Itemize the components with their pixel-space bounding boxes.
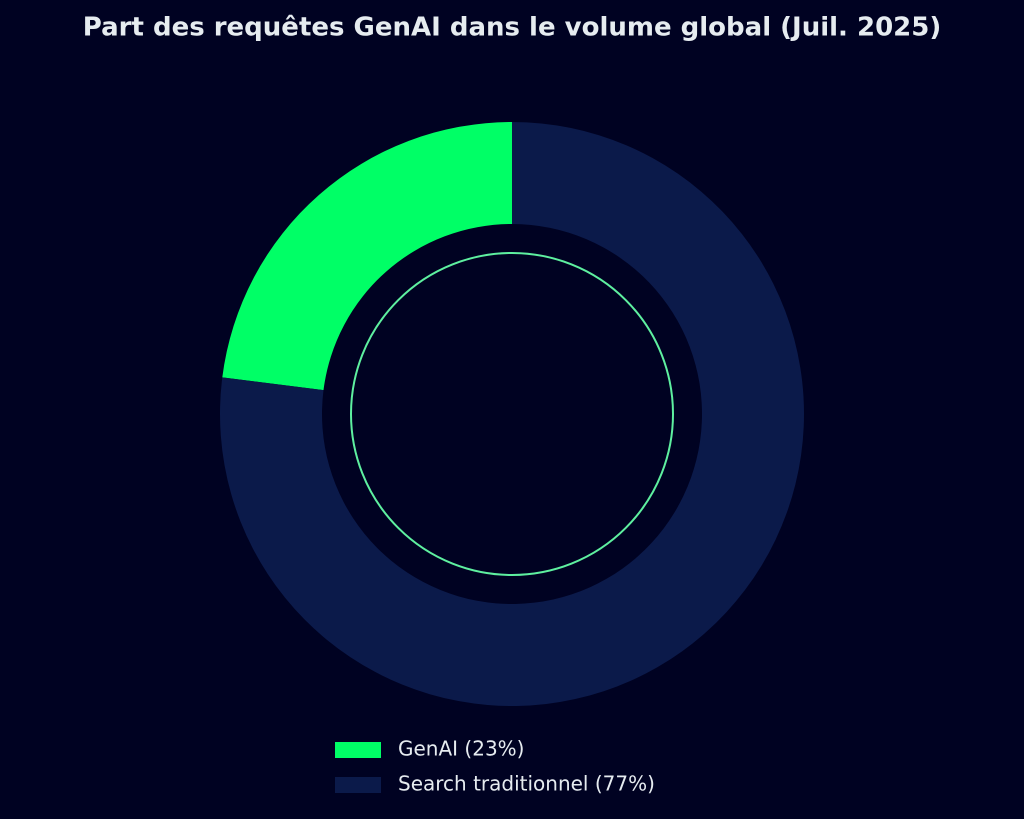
legend-label: Search traditionnel (77%): [398, 772, 655, 796]
legend-label: GenAI (23%): [398, 737, 524, 761]
legend-swatch: [335, 777, 381, 793]
chart-title: Part des requêtes GenAI dans le volume g…: [83, 13, 941, 43]
donut-segment: [222, 122, 513, 391]
donut-segment: [220, 122, 805, 706]
inner-ring: [350, 252, 674, 576]
legend-swatch: [335, 742, 381, 758]
